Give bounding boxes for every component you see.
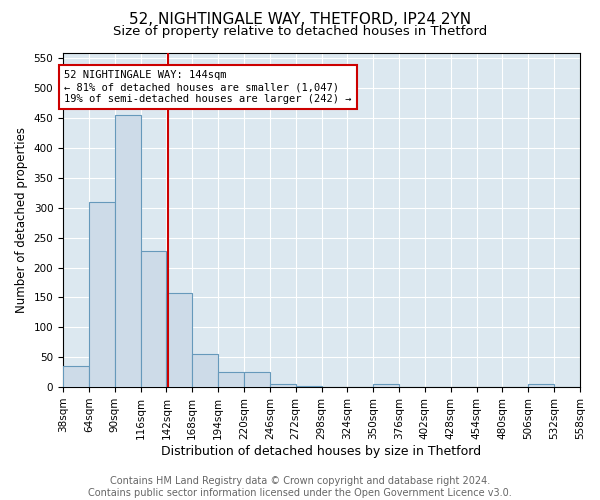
Bar — [529, 384, 554, 387]
X-axis label: Distribution of detached houses by size in Thetford: Distribution of detached houses by size … — [161, 444, 482, 458]
Bar — [218, 372, 244, 387]
Text: 52, NIGHTINGALE WAY, THETFORD, IP24 2YN: 52, NIGHTINGALE WAY, THETFORD, IP24 2YN — [129, 12, 471, 28]
Bar — [192, 354, 218, 387]
Text: Size of property relative to detached houses in Thetford: Size of property relative to detached ho… — [113, 25, 487, 38]
Bar — [270, 384, 296, 387]
Y-axis label: Number of detached properties: Number of detached properties — [15, 127, 28, 313]
Bar — [244, 372, 270, 387]
Bar — [166, 292, 192, 387]
Text: 52 NIGHTINGALE WAY: 144sqm
← 81% of detached houses are smaller (1,047)
19% of s: 52 NIGHTINGALE WAY: 144sqm ← 81% of deta… — [64, 70, 352, 104]
Bar — [296, 386, 322, 387]
Text: Contains HM Land Registry data © Crown copyright and database right 2024.
Contai: Contains HM Land Registry data © Crown c… — [88, 476, 512, 498]
Bar — [140, 251, 166, 387]
Bar — [115, 115, 140, 387]
Bar — [63, 366, 89, 387]
Bar — [89, 202, 115, 387]
Bar — [373, 384, 399, 387]
